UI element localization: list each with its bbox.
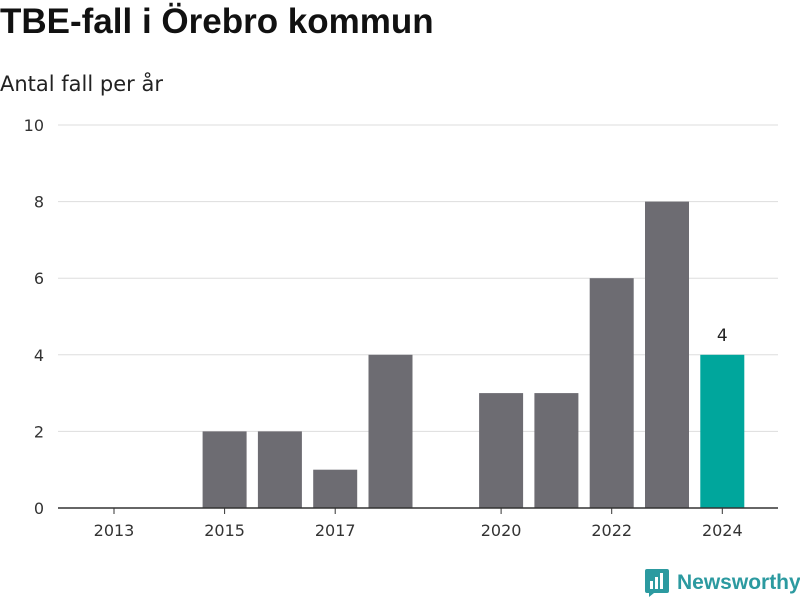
y-tick-label: 2: [34, 422, 44, 441]
bar-2024: [700, 354, 745, 508]
y-tick-label: 6: [34, 269, 44, 288]
y-tick-label: 8: [34, 193, 44, 212]
x-tick-label: 2024: [702, 521, 743, 540]
y-tick-label: 4: [34, 346, 44, 365]
y-tick-label: 10: [24, 116, 44, 135]
newsworthy-chart-logo-icon: [645, 569, 669, 597]
bar-value-label: 4: [717, 326, 728, 346]
bar-2022: [589, 278, 634, 508]
chart-subtitle: Antal fall per år: [0, 72, 163, 96]
bar-2017: [313, 469, 358, 508]
bar-2015: [202, 431, 247, 508]
x-tick-label: 2022: [591, 521, 632, 540]
brand-logo[interactable]: Newsworthy: [644, 568, 800, 598]
bar-2023: [645, 201, 689, 508]
chart-title: TBE-fall i Örebro kommun: [0, 2, 434, 41]
y-tick-label: 0: [34, 499, 44, 518]
labels: 0 2 4 6 8 10 4 2013 2015 2017 2020 2022 2024: [24, 116, 743, 540]
axes: [58, 507, 778, 514]
bar-2018: [368, 354, 413, 508]
brand-name: Newsworthy: [677, 571, 800, 594]
bar-2020: [479, 393, 524, 508]
x-tick-label: 2017: [315, 521, 356, 540]
x-tick-label: 2015: [204, 521, 245, 540]
x-tick-label: 2020: [481, 521, 522, 540]
bar-2021: [534, 393, 579, 508]
x-tick-label: 2013: [94, 521, 135, 540]
bars: [202, 201, 745, 508]
bar-2016: [257, 431, 302, 508]
